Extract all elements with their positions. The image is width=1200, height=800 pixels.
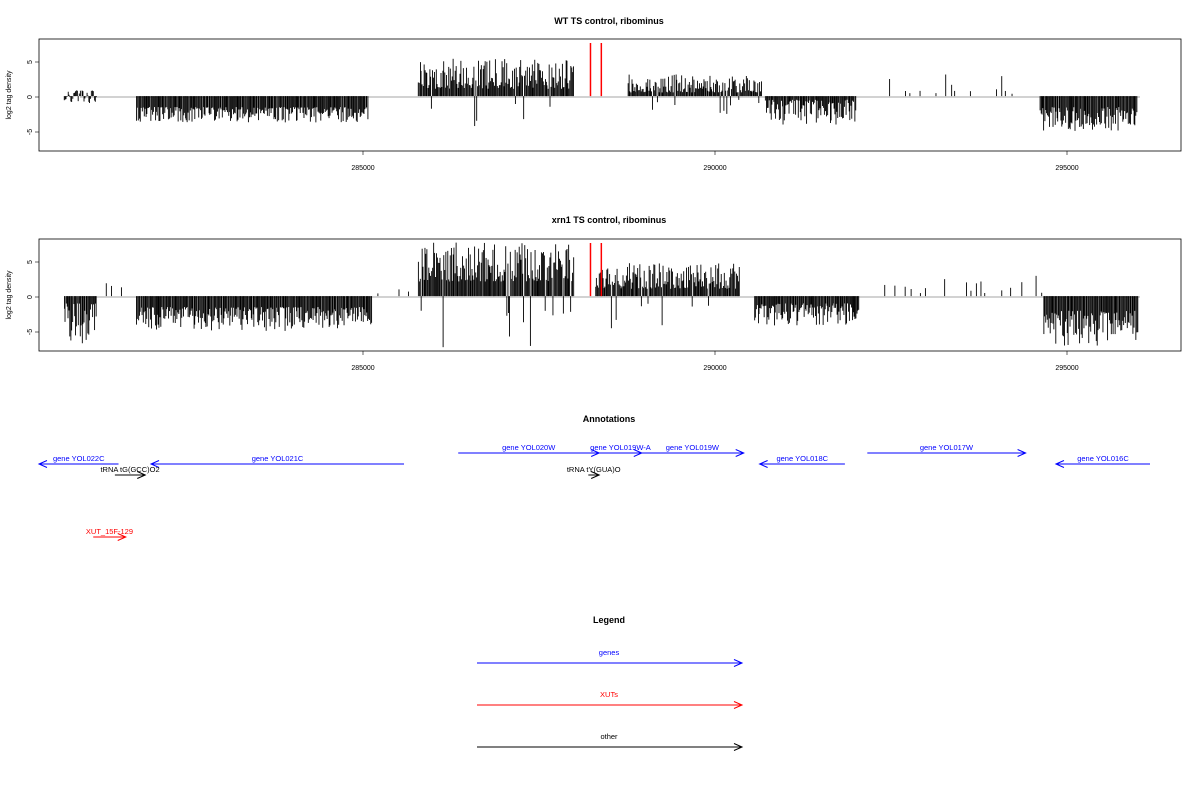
annotation-arrow-6-head (590, 471, 601, 479)
wt-ytick-neg5: -5 (27, 129, 34, 135)
annotation-6: tRNA tY(GUA)O (567, 465, 621, 479)
legend-arrow-2-head (733, 743, 744, 751)
legend-panel: Legend genes XUTs other (477, 615, 744, 751)
annotation-arrow-9-head (1054, 460, 1065, 468)
annotation-3: gene YOL020W (458, 443, 601, 457)
annotation-arrow-10-head (117, 533, 127, 541)
xrn1-ytick-5: 5 (27, 260, 34, 264)
annotation-arrow-7-head (758, 460, 768, 468)
wt-ytick-5: 5 (27, 60, 34, 64)
wt-xtick-290000: 290000 (703, 165, 726, 172)
annotations-title: Annotations (583, 414, 636, 424)
wt-ytick-0: 0 (27, 95, 34, 99)
legend-title: Legend (593, 615, 625, 625)
legend-arrow-0-head (733, 659, 744, 667)
wt-plot-frame (38, 38, 1182, 152)
xrn1-x-axis: 285000 290000 295000 (351, 351, 1079, 372)
annotation-items: gene YOL022C gene YOL021C tRNA tG(GCC)O2 ge… (37, 443, 1150, 541)
annotation-label-2: tRNA tG(GCC)O2 (100, 465, 159, 474)
annotation-arrow-2-head (137, 471, 147, 479)
annotation-label-7: gene YOL018C (776, 454, 828, 463)
annotation-label-1: gene YOL021C (252, 454, 304, 463)
legend-arrow-1-head (733, 701, 744, 709)
xrn1-xtick-295000: 295000 (1055, 365, 1078, 372)
xrn1-ylabel: log2 tag density (6, 270, 13, 320)
wt-x-axis: 285000 290000 295000 (351, 151, 1079, 172)
annotation-7: gene YOL018C (758, 454, 845, 468)
legend-entry-2: other (477, 732, 744, 751)
annotation-label-0: gene YOL022C (53, 454, 105, 463)
annotation-9: gene YOL016C (1054, 454, 1150, 468)
xrn1-xtick-285000: 285000 (351, 365, 374, 372)
legend-entry-1: XUTs (477, 690, 744, 709)
xrn1-track-title: xrn1 TS control, ribominus (552, 215, 667, 225)
legend-label-0: genes (599, 648, 620, 657)
wt-bars (63, 58, 1138, 131)
legend-items: genes XUTs other (477, 648, 744, 751)
wt-track-title: WT TS control, ribominus (554, 16, 664, 26)
legend-label-1: XUTs (600, 690, 618, 699)
wt-xtick-285000: 285000 (351, 165, 374, 172)
annotation-5: gene YOL019W (641, 443, 745, 457)
annotation-label-5: gene YOL019W (666, 443, 720, 452)
legend-entry-0: genes (477, 648, 744, 667)
annotation-label-4: gene YOL019W-A (590, 443, 651, 452)
annotation-label-6: tRNA tY(GUA)O (567, 465, 621, 474)
wt-xtick-295000: 295000 (1055, 165, 1078, 172)
xrn1-bars (64, 242, 1139, 348)
annotation-4: gene YOL019W-A (590, 443, 651, 457)
annotation-label-10: XUT_15F-129 (86, 527, 133, 536)
annotation-10: XUT_15F-129 (86, 527, 133, 541)
wt-markers (589, 43, 603, 97)
xrn1-ytick-neg5: -5 (27, 329, 34, 335)
xrn1-ytick-0: 0 (27, 295, 34, 299)
annotation-label-9: gene YOL016C (1077, 454, 1129, 463)
annotation-arrow-1-head (149, 460, 160, 468)
annotation-0: gene YOL022C (37, 454, 119, 468)
annotation-arrow-5-head (735, 449, 745, 457)
annotation-8: gene YOL017W (867, 443, 1027, 457)
xrn1-xtick-290000: 290000 (703, 365, 726, 372)
annotations-panel: Annotations gene YOL022C gene YOL021C tRNA… (37, 414, 1150, 541)
legend-label-2: other (600, 732, 618, 741)
annotation-1: gene YOL021C (149, 454, 405, 468)
annotation-arrow-3-head (590, 449, 601, 457)
wt-y-axis: 5 0 -5 log2 tag density (6, 60, 39, 135)
annotation-2: tRNA tG(GCC)O2 (100, 465, 160, 479)
xrn1-y-axis: 5 0 -5 log2 tag density (6, 260, 39, 335)
annotation-label-3: gene YOL020W (502, 443, 556, 452)
annotation-arrow-8-head (1017, 449, 1027, 457)
annotation-arrow-0-head (37, 460, 48, 468)
xrn1-track-panel: xrn1 TS control, ribominus 5 0 -5 log2 t… (6, 215, 1182, 372)
xrn1-plot-frame (38, 238, 1182, 352)
annotation-label-8: gene YOL017W (920, 443, 974, 452)
wt-track-panel: WT TS control, ribominus 5 0 -5 log2 tag… (6, 16, 1182, 172)
xrn1-markers (589, 243, 603, 297)
wt-ylabel: log2 tag density (6, 70, 13, 120)
